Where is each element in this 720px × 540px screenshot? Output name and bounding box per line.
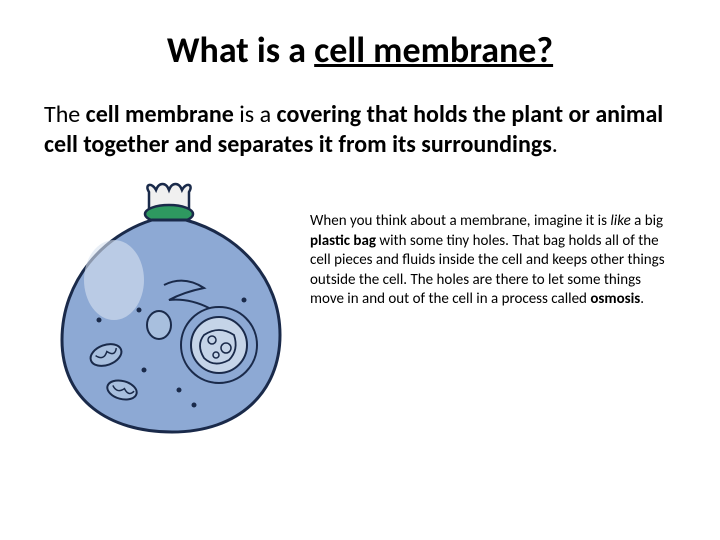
desc-text-1: When you think about a membrane, imagine… (310, 212, 610, 230)
title-prefix: What is a (167, 28, 314, 72)
desc-bold-2: osmosis (590, 290, 640, 308)
description-paragraph: When you think about a membrane, imagine… (310, 180, 676, 310)
page-title: What is a cell membrane? (40, 28, 680, 72)
intro-text-2: is a (234, 100, 277, 129)
desc-text-4: . (640, 290, 644, 308)
intro-bold-1: cell membrane (86, 100, 234, 129)
intro-paragraph: The cell membrane is a covering that hol… (40, 100, 680, 160)
title-underlined: cell membrane? (314, 28, 553, 72)
desc-bold-1: plastic bag (310, 232, 376, 250)
cell-bag-illustration (44, 180, 294, 440)
intro-text-1: The (44, 100, 86, 129)
content-row: When you think about a membrane, imagine… (40, 180, 680, 440)
desc-text-2: a big (631, 212, 663, 230)
intro-text-3: . (552, 130, 558, 159)
desc-italic-1: like (610, 212, 630, 230)
